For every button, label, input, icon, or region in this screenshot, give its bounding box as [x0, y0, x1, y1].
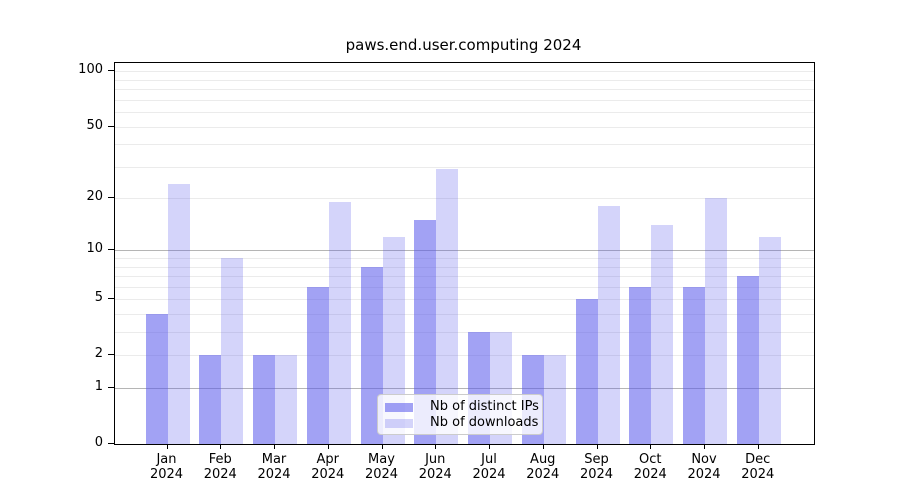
gridline-minor-8: [115, 266, 814, 268]
bar-ips-jan: [145, 314, 168, 444]
y-tick-mark-10: [108, 249, 114, 251]
x-tick-label-apr: Apr 2024: [311, 452, 345, 482]
bar-ips-dec: [736, 276, 759, 444]
bar-ips-mar: [253, 355, 275, 444]
x-tick-mark-may: [381, 444, 383, 449]
legend-swatch-downloads: [385, 418, 413, 428]
bar-ips-apr: [306, 286, 329, 444]
gridline-major-10: [115, 250, 814, 252]
y-tick-mark-5: [108, 298, 114, 300]
y-tick-mark-2: [108, 354, 114, 356]
legend-label-downloads: Nb of downloads: [430, 415, 539, 430]
x-tick-label-jan: Jan 2024: [149, 452, 184, 482]
bar-downloads-aug: [543, 355, 566, 444]
bar-ips-sep: [575, 299, 598, 444]
legend-item-downloads: Nb of downloads: [385, 415, 538, 431]
bar-ips-oct: [629, 286, 652, 444]
x-tick-mark-oct: [650, 444, 652, 449]
y-tick-mark-1: [108, 387, 114, 389]
bar-downloads-jan: [167, 184, 190, 444]
x-tick-label-mar: Mar 2024: [257, 452, 291, 482]
gridline-minor-2: [115, 355, 814, 357]
gridline-minor-20: [115, 198, 814, 200]
y-tick-label-2: 2: [94, 346, 103, 362]
y-tick-label-20: 20: [86, 189, 103, 205]
legend-item-distinct-ips: Nb of distinct IPs: [385, 399, 539, 415]
gridline-minor-4: [115, 314, 814, 316]
x-tick-mark-jan: [166, 444, 168, 449]
gridline-minor-40: [115, 144, 814, 146]
x-tick-mark-apr: [327, 444, 329, 449]
x-tick-mark-feb: [220, 444, 222, 449]
x-tick-mark-nov: [704, 444, 705, 449]
bar-downloads-jun: [436, 169, 459, 444]
y-tick-mark-20: [108, 197, 114, 199]
bar-downloads-may: [382, 236, 405, 444]
x-tick-mark-sep: [596, 444, 598, 449]
y-tick-label-0: 0: [94, 435, 103, 450]
gridline-minor-70: [115, 99, 814, 101]
gridline-minor-3: [115, 332, 814, 334]
legend-swatch-distinct-ips: [385, 402, 413, 412]
x-tick-label-nov: Nov 2024: [687, 452, 721, 482]
gridline-minor-6: [115, 286, 814, 288]
x-tick-label-jun: Jun 2024: [418, 452, 452, 482]
x-tick-mark-dec: [757, 444, 759, 449]
gridline-minor-7: [115, 276, 814, 278]
y-tick-label-5: 5: [94, 290, 103, 306]
y-tick-label-50: 50: [86, 117, 103, 133]
y-tick-label-1: 1: [94, 379, 103, 395]
x-tick-mark-mar: [274, 444, 275, 449]
gridline-minor-60: [115, 112, 814, 114]
y-tick-mark-100: [108, 70, 114, 72]
y-tick-mark-0: [108, 443, 114, 444]
x-tick-mark-jul: [489, 444, 490, 449]
bar-ips-nov: [683, 286, 705, 444]
y-tick-label-100: 100: [78, 62, 103, 78]
gridline-minor-90: [115, 79, 814, 81]
x-tick-mark-aug: [542, 444, 544, 449]
bar-downloads-sep: [597, 206, 620, 444]
bar-downloads-nov: [705, 198, 727, 444]
x-tick-label-aug: Aug 2024: [526, 452, 560, 482]
y-tick-label-10: 10: [86, 241, 103, 257]
gridline-minor-50: [115, 126, 814, 128]
bar-ips-feb: [199, 355, 222, 444]
x-tick-label-dec: Dec 2024: [741, 452, 775, 482]
bar-downloads-oct: [651, 225, 674, 444]
y-tick-mark-50: [108, 125, 114, 127]
gridline-minor-5: [115, 299, 814, 301]
x-tick-label-oct: Oct 2024: [633, 452, 667, 482]
plot-area: [114, 62, 815, 445]
x-tick-label-jul: Jul 2024: [472, 452, 506, 482]
chart-title: paws.end.user.computing 2024: [345, 36, 582, 54]
gridline-minor-80: [115, 89, 814, 91]
bar-downloads-feb: [221, 258, 244, 444]
legend-label-distinct-ips: Nb of distinct IPs: [430, 399, 539, 414]
gridline-minor-30: [115, 166, 814, 168]
gridline-major-1: [115, 388, 814, 390]
bar-ips-jun: [414, 220, 437, 444]
legend: Nb of distinct IPs Nb of downloads: [377, 394, 543, 435]
bar-downloads-apr: [328, 202, 351, 444]
x-tick-label-sep: Sep 2024: [579, 452, 614, 482]
gridline-minor-100: [115, 71, 814, 73]
x-tick-mark-jun: [435, 444, 437, 449]
bar-downloads-mar: [275, 355, 297, 444]
bar-downloads-dec: [758, 236, 781, 444]
x-tick-label-may: May 2024: [364, 452, 399, 482]
x-tick-label-feb: Feb 2024: [203, 452, 237, 482]
gridline-minor-9: [115, 258, 814, 260]
